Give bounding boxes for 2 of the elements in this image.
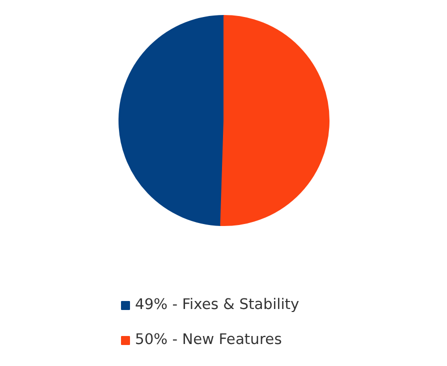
legend-label: 49% - Fixes & Stability <box>135 296 300 313</box>
legend-label: 50% - New Features <box>135 331 282 348</box>
